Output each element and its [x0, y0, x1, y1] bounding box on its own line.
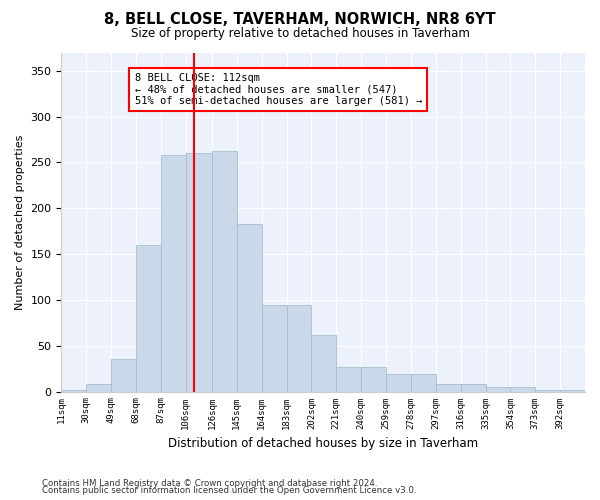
- Bar: [535, 390, 560, 392]
- Bar: [212, 150, 237, 392]
- Bar: [61, 390, 86, 392]
- Bar: [161, 155, 186, 392]
- Bar: [361, 367, 386, 392]
- Bar: [311, 334, 336, 392]
- Bar: [237, 224, 262, 392]
- Bar: [560, 390, 585, 392]
- Text: Contains public sector information licensed under the Open Government Licence v3: Contains public sector information licen…: [42, 486, 416, 495]
- Y-axis label: Number of detached properties: Number of detached properties: [15, 134, 25, 310]
- Bar: [86, 384, 111, 392]
- Bar: [186, 154, 212, 392]
- Text: Contains HM Land Registry data © Crown copyright and database right 2024.: Contains HM Land Registry data © Crown c…: [42, 478, 377, 488]
- Bar: [485, 387, 511, 392]
- Bar: [136, 245, 161, 392]
- Text: Size of property relative to detached houses in Taverham: Size of property relative to detached ho…: [131, 28, 469, 40]
- X-axis label: Distribution of detached houses by size in Taverham: Distribution of detached houses by size …: [168, 437, 478, 450]
- Text: 8, BELL CLOSE, TAVERHAM, NORWICH, NR8 6YT: 8, BELL CLOSE, TAVERHAM, NORWICH, NR8 6Y…: [104, 12, 496, 28]
- Text: 8 BELL CLOSE: 112sqm
← 48% of detached houses are smaller (547)
51% of semi-deta: 8 BELL CLOSE: 112sqm ← 48% of detached h…: [135, 73, 422, 106]
- Bar: [386, 374, 411, 392]
- Bar: [436, 384, 461, 392]
- Bar: [411, 374, 436, 392]
- Bar: [511, 387, 535, 392]
- Bar: [336, 367, 361, 392]
- Bar: [262, 304, 287, 392]
- Bar: [461, 384, 485, 392]
- Bar: [287, 304, 311, 392]
- Bar: [111, 360, 136, 392]
